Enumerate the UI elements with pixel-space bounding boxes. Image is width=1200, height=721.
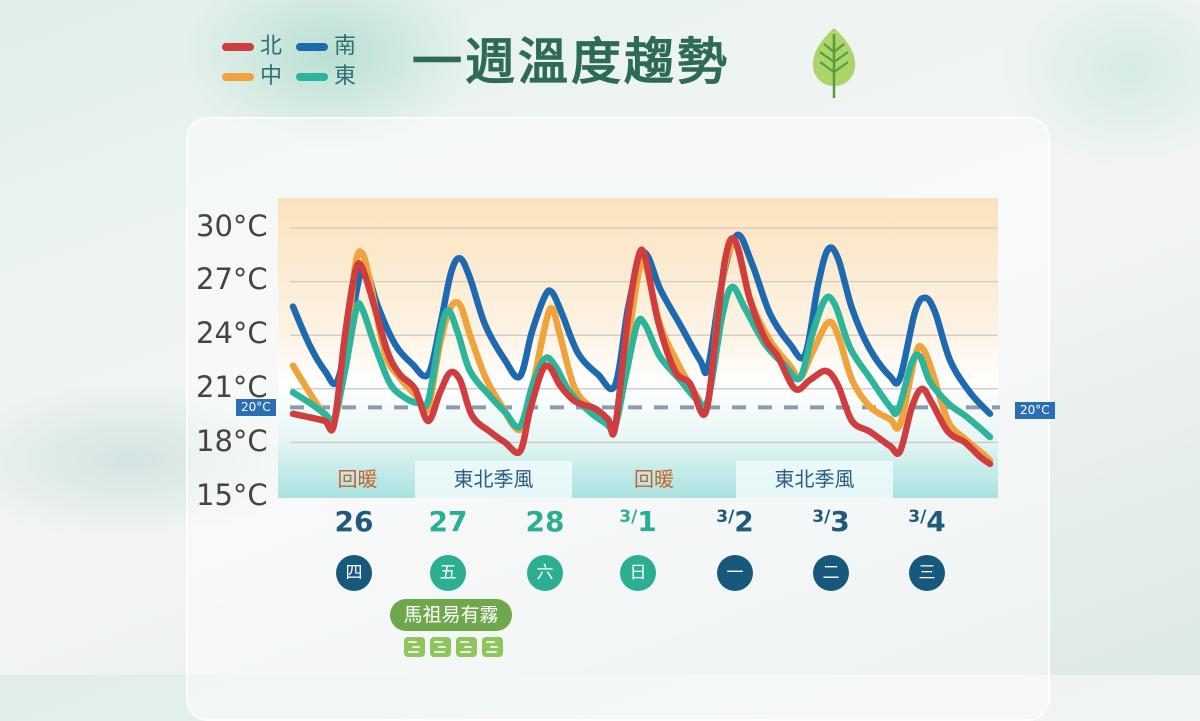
weekday-badge: 三 [909,555,945,591]
y-tick-label: 15°C [196,478,268,512]
y-tick-label: 30°C [196,209,268,243]
legend-label: 南 [334,34,357,59]
period-warm-2: 回暖 [634,467,674,491]
fog-notice-badge: 馬祖易有霧 [390,599,512,631]
day-date: 26 [314,505,394,538]
series-lines [289,231,994,468]
legend-item-east: 東 [296,63,356,91]
page-title: 一週溫度趨勢 [412,33,730,91]
day-date: 28 [505,505,585,538]
day-number: 27 [428,505,468,538]
legend-item-north: 北 [222,33,282,61]
legend-label: 東 [334,64,357,89]
day-date: 27 [408,505,488,538]
day-date: 3/2 [695,505,775,538]
month-prefix: 3/ [908,507,927,527]
legend-swatch-east [296,73,329,81]
legend-swatch-south [296,43,329,51]
weekday-badge: 五 [430,555,466,591]
fog-icon [404,637,425,657]
weekday-badge: 一 [717,555,753,591]
weekday-badge: 四 [336,555,372,591]
period-monsoon-1: 東北季風 [415,461,572,498]
legend-label: 中 [260,64,283,89]
day-date: 3/3 [791,505,871,538]
day-number: 1 [637,505,657,538]
legend-item-central: 中 [222,63,282,91]
series-line-東 [289,283,994,441]
period-monsoon-2: 東北季風 [736,461,893,498]
y-tick-label: 21°C [196,370,268,404]
legend-swatch-central [222,73,254,81]
period-warm-1: 回暖 [337,467,378,491]
day-number: 26 [334,505,374,538]
weekday-badge: 六 [527,555,563,591]
legend-label: 北 [260,34,283,59]
day-number: 28 [525,505,565,538]
day-number: 4 [926,505,946,538]
fog-icon [430,637,451,657]
weekday-badge: 日 [620,555,656,591]
fog-icon [456,637,477,657]
y-tick-label: 24°C [196,316,268,350]
weekday-badge: 二 [813,555,849,591]
fog-icons [404,637,503,657]
day-date: 3/4 [887,505,967,538]
legend-swatch-north [222,43,254,51]
fog-icon [482,637,503,657]
series-line-北 [289,235,994,468]
leaf-icon [812,28,856,98]
y-tick-label: 27°C [196,262,268,296]
month-prefix: 3/ [619,507,638,527]
legend: 北 南 中 東 [222,33,356,91]
day-date: 3/1 [598,505,678,538]
temperature-line-chart [278,198,1000,498]
month-prefix: 3/ [716,507,735,527]
month-prefix: 3/ [812,507,831,527]
y-tick-label: 18°C [196,424,268,458]
reference-label-left: 20°C [236,399,276,416]
reference-label-right: 20°C [1015,402,1055,419]
day-number: 3 [830,505,850,538]
legend-item-south: 南 [296,33,356,61]
day-number: 2 [734,505,754,538]
